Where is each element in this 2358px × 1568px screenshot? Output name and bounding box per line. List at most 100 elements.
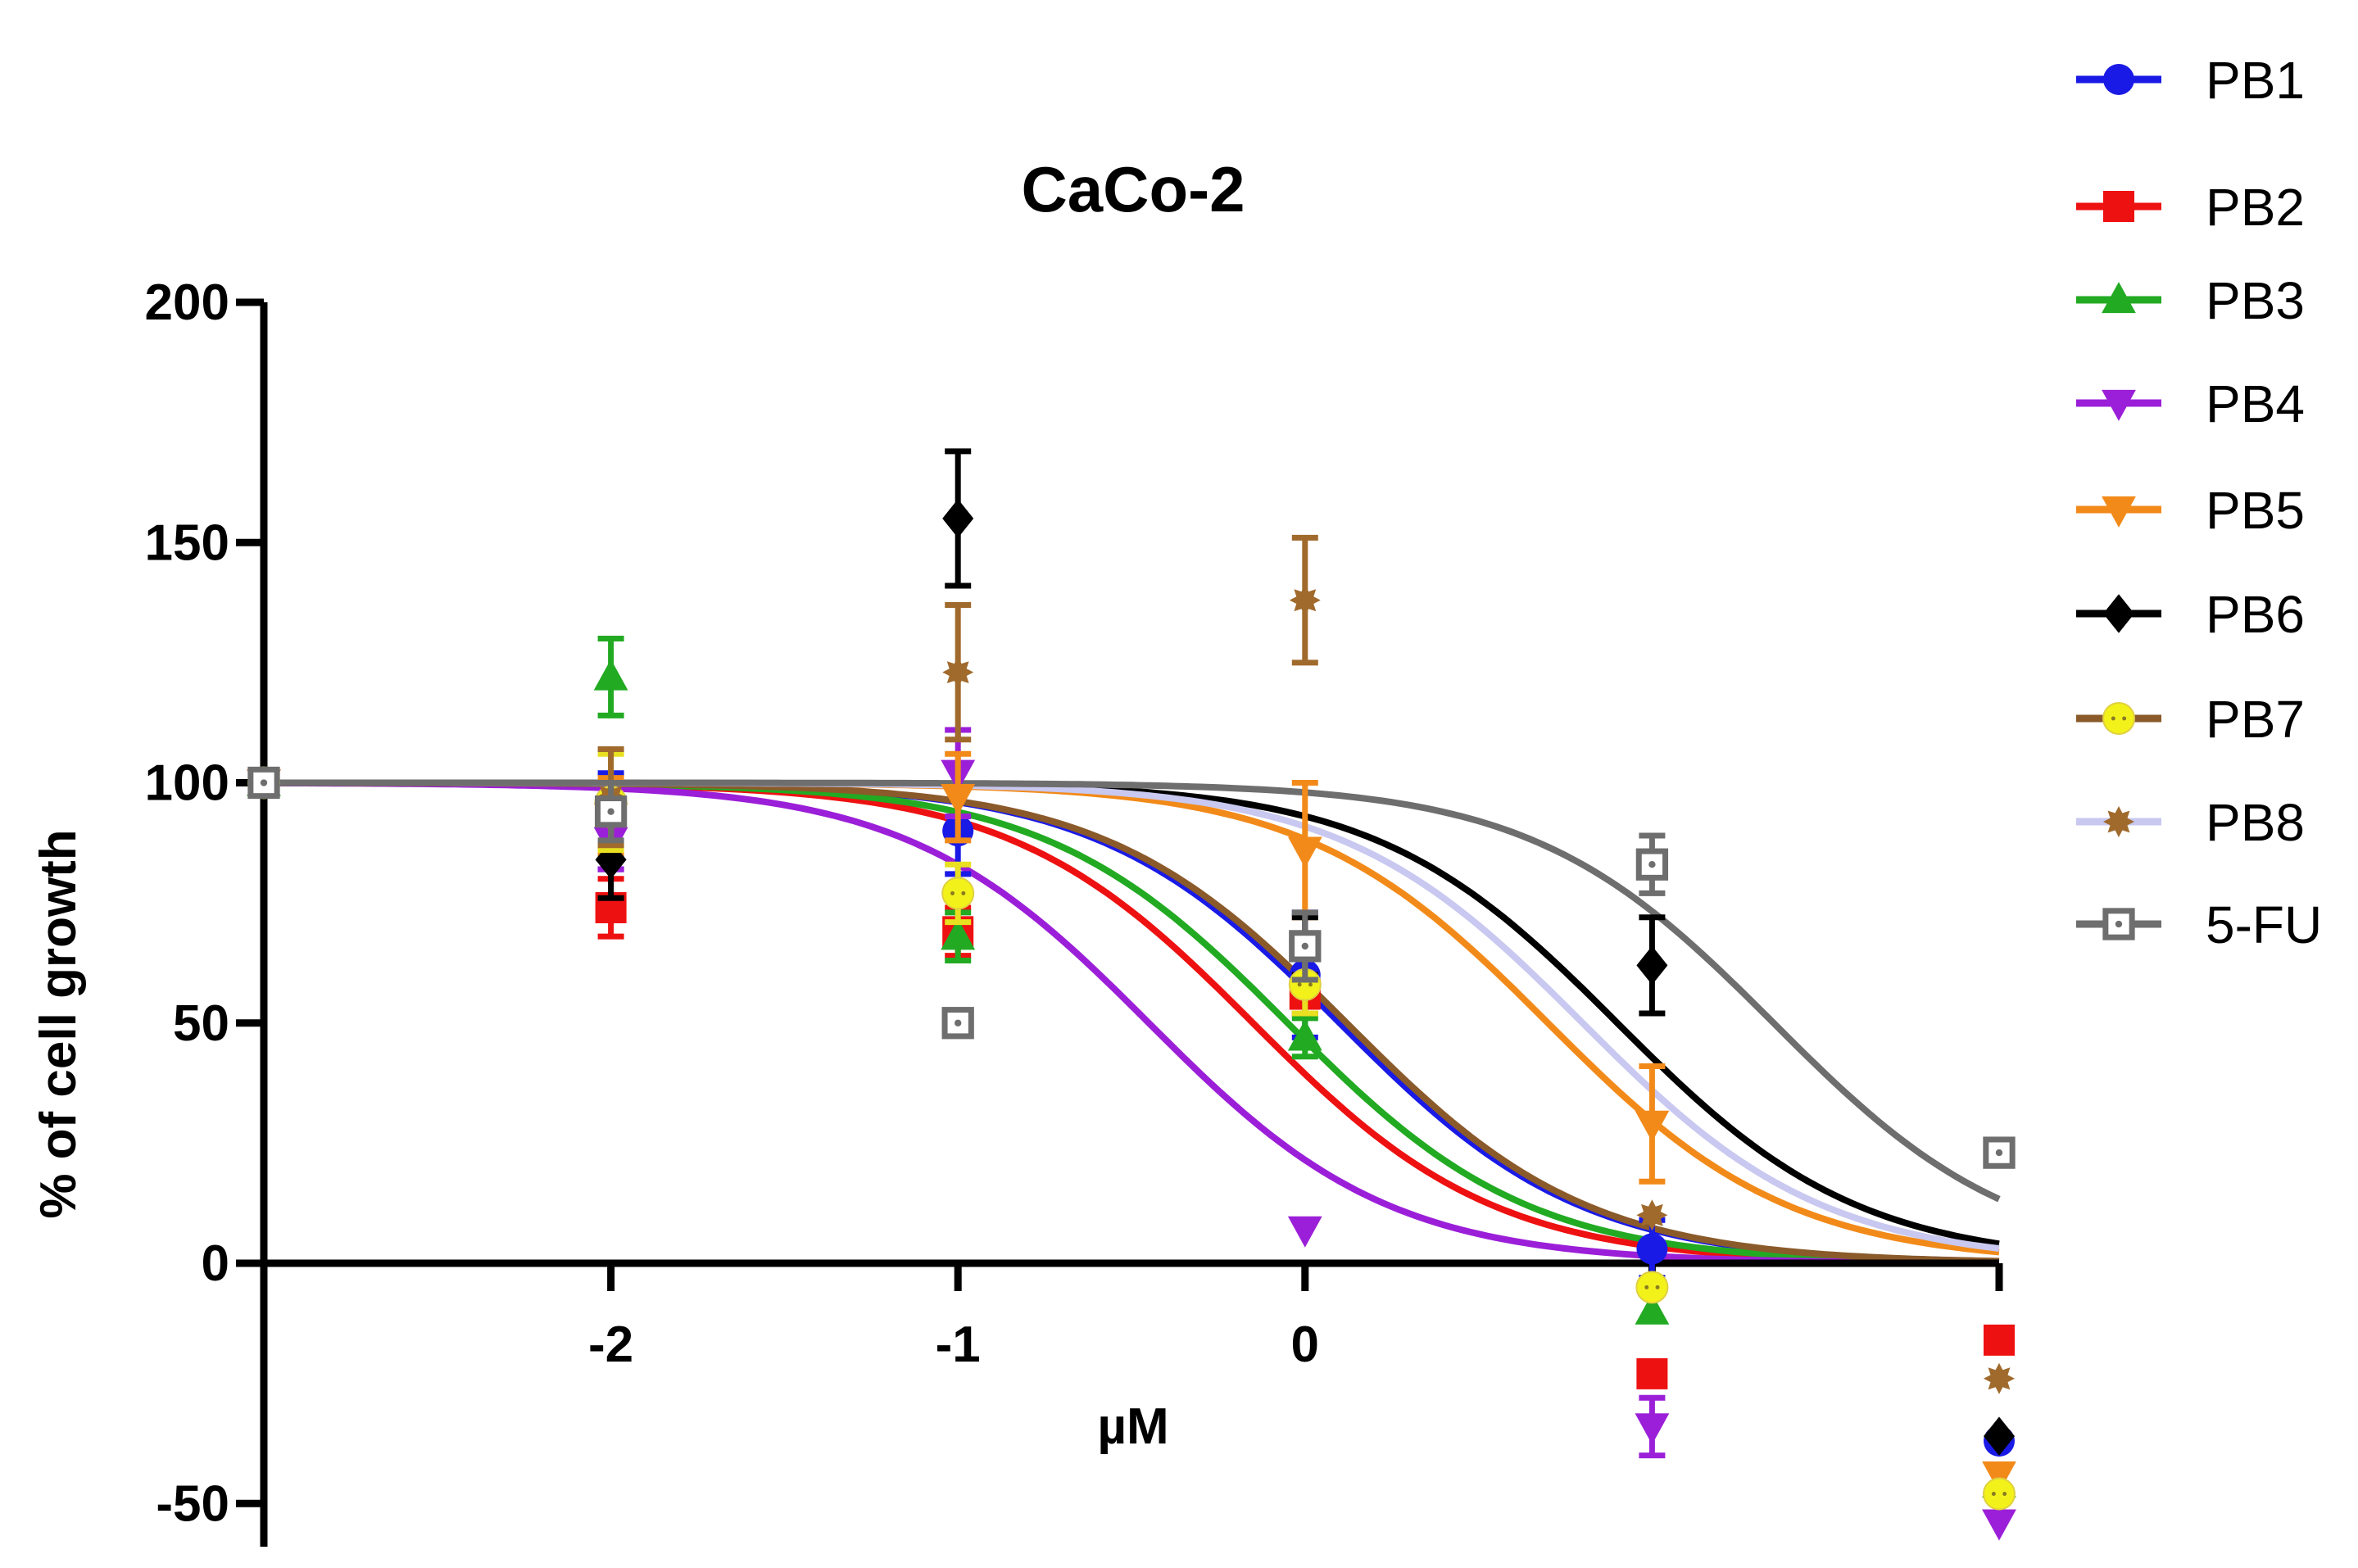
marker-shape [1983, 1477, 2016, 1511]
data-point-pb8 [1289, 584, 1321, 616]
data-point-5-fu [1289, 930, 1322, 963]
marker-shape [1635, 1293, 1670, 1325]
legend-marker [2102, 702, 2135, 735]
legend-marker [2103, 64, 2134, 95]
legend-item-pb6: PB6 [2076, 585, 2305, 644]
data-point-pb5 [1287, 836, 1322, 868]
chart-title: CaCo-2 [1021, 153, 1245, 225]
legend-label: PB7 [2206, 690, 2305, 749]
marker-shape [942, 499, 974, 538]
marker-shape [1636, 1199, 1668, 1231]
marker-shape [1636, 1233, 1668, 1265]
marker-shape [1635, 1271, 1669, 1304]
legend-label: PB2 [2206, 178, 2305, 237]
legend-label: PB6 [2206, 585, 2305, 644]
x-axis-label: µM [1097, 1398, 1168, 1455]
marker-shape [1982, 1461, 2016, 1493]
legend-label: PB1 [2206, 51, 2305, 110]
marker-shape [1636, 1357, 1668, 1389]
marker-shape [942, 656, 974, 688]
marker-dot [2115, 920, 2123, 928]
fit-curves [264, 779, 2001, 1267]
legend-label: 5-FU [2206, 895, 2322, 954]
marker-dot [1308, 982, 1313, 987]
data-point-5-fu [1983, 1136, 2016, 1169]
marker-dot [260, 779, 268, 786]
marker-shape [941, 877, 975, 910]
marker-dot [1301, 942, 1308, 950]
y-tick-label: -50 [156, 1475, 229, 1532]
data-point-pb6 [942, 499, 974, 538]
legend-label: PB3 [2206, 271, 2305, 330]
legend-item-pb3: PB3 [2076, 271, 2305, 330]
marker-dot [955, 1019, 962, 1026]
data-point-pb4 [1635, 1413, 1670, 1445]
legend-label: PB5 [2206, 481, 2305, 540]
fit-curve-pb7 [264, 779, 2000, 1265]
data-point-pb6 [1636, 945, 1668, 986]
data-point-pb8 [1636, 1199, 1668, 1231]
marker-shape [593, 659, 628, 691]
data-point-pb2 [1984, 1324, 2015, 1356]
marker-shape [2102, 496, 2136, 528]
marker-shape [1982, 1509, 2016, 1541]
marker-shape [2102, 282, 2136, 314]
x-tick-label: -1 [936, 1316, 981, 1373]
data-point-pb2 [1636, 1357, 1668, 1389]
data-point-5-fu [247, 766, 280, 800]
marker-dot [1655, 1285, 1660, 1289]
legend-item-pb7: PB7 [2076, 690, 2305, 749]
marker-shape [1287, 1019, 1322, 1051]
data-point-pb4 [1287, 1216, 1322, 1248]
marker-shape [941, 783, 976, 815]
data-point-5-fu [941, 1007, 974, 1040]
marker-shape [2102, 389, 2136, 421]
y-tick-label: 0 [202, 1235, 229, 1292]
marker-shape [1984, 1416, 2015, 1456]
legend-item-5-fu: 5-FU [2076, 895, 2322, 954]
marker-shape [941, 918, 976, 950]
legend-label: PB8 [2206, 793, 2305, 852]
marker-dot [1648, 861, 1656, 868]
data-point-pb5 [1635, 1110, 1670, 1142]
data-points [247, 448, 2016, 1541]
marker-shape [594, 795, 628, 828]
marker-shape [2103, 64, 2134, 95]
marker-shape [1635, 1413, 1670, 1445]
legend-marker [2102, 282, 2136, 314]
marker-shape [2103, 191, 2134, 222]
legend-marker [2102, 496, 2136, 528]
data-point-5-fu [1635, 848, 1669, 881]
marker-dot [1297, 982, 1302, 987]
legend-item-pb1: PB1 [2076, 51, 2305, 110]
data-point-pb5 [1982, 1461, 2016, 1493]
marker-shape [247, 766, 280, 800]
marker-dot [1995, 1149, 2003, 1157]
marker-shape [2103, 806, 2134, 837]
legend-item-pb5: PB5 [2076, 481, 2305, 540]
y-tick-label: 100 [145, 755, 229, 812]
marker-shape [1984, 1362, 2015, 1394]
data-point-pb3 [1287, 1019, 1322, 1051]
x-tick-label: 0 [1291, 1316, 1319, 1373]
legend-marker [2102, 908, 2135, 940]
data-point-pb7 [1983, 1477, 2016, 1511]
legend-item-pb2: PB2 [2076, 178, 2305, 237]
marker-dot [2111, 716, 2115, 721]
data-point-pb3 [941, 918, 976, 950]
legend-item-pb8: PB8 [2076, 793, 2305, 852]
y-tick-label: 50 [173, 995, 229, 1052]
y-tick-label: 200 [145, 274, 229, 331]
legend-item-pb4: PB4 [2076, 374, 2305, 433]
marker-shape [1635, 1110, 1670, 1142]
legend-marker [2103, 594, 2134, 633]
x-tick-label: -2 [588, 1316, 633, 1373]
marker-dot [1991, 1492, 1996, 1496]
marker-shape [1289, 584, 1321, 616]
marker-shape [2103, 594, 2134, 633]
marker-dot [961, 890, 966, 895]
y-axis-label: % of cell growth [30, 829, 87, 1218]
marker-shape [2102, 702, 2135, 735]
legend-label: PB4 [2206, 374, 2305, 433]
